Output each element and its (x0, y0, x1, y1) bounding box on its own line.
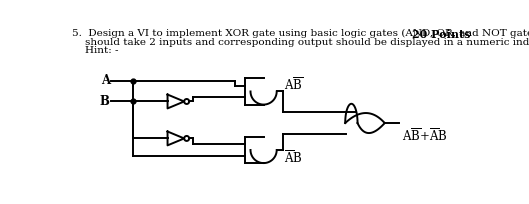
Text: 5.  Design a VI to implement XOR gate using basic logic gates (AND, OR, and NOT : 5. Design a VI to implement XOR gate usi… (72, 29, 529, 38)
Text: A$\mathregular{\overline{B}}$: A$\mathregular{\overline{B}}$ (285, 76, 304, 93)
Text: B: B (100, 95, 110, 108)
Text: Hint: -: Hint: - (72, 46, 118, 55)
Text: $\mathregular{\overline{A}}$B: $\mathregular{\overline{A}}$B (285, 149, 303, 166)
Text: 20 Points: 20 Points (412, 29, 470, 40)
Text: A: A (101, 74, 110, 87)
Text: should take 2 inputs and corresponding output should be displayed in a numeric i: should take 2 inputs and corresponding o… (72, 38, 529, 47)
Text: A$\mathregular{\overline{B}}$+$\mathregular{\overline{A}}$B: A$\mathregular{\overline{B}}$+$\mathregu… (402, 127, 447, 144)
